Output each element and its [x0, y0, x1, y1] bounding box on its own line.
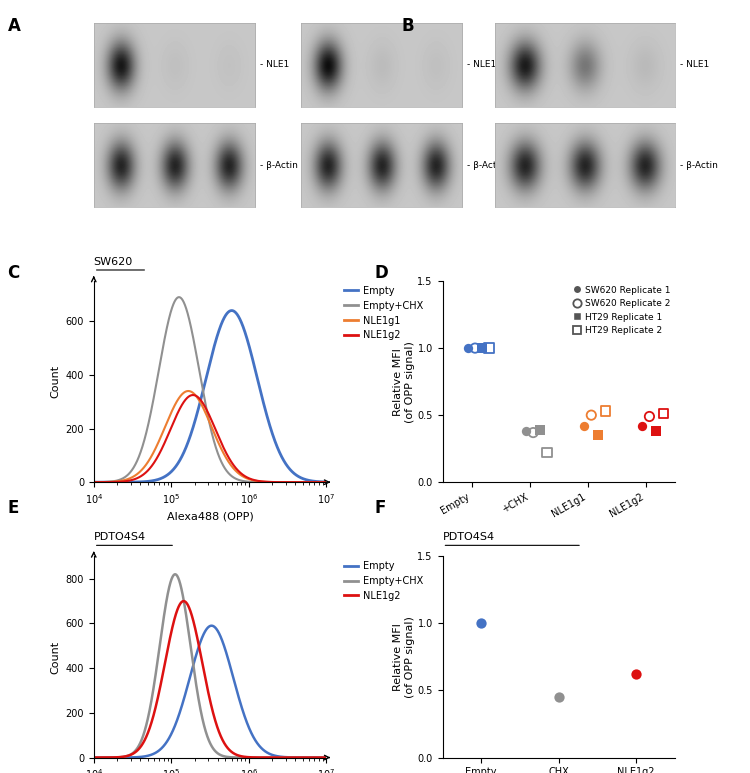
Text: E: E — [8, 499, 19, 516]
Text: - NLE1: - NLE1 — [680, 60, 709, 70]
Point — [599, 405, 611, 417]
Point — [520, 425, 532, 438]
Point — [637, 420, 649, 432]
X-axis label: Alexa488 (OPP): Alexa488 (OPP) — [166, 511, 254, 521]
Point — [541, 447, 553, 459]
Text: - NLE1: - NLE1 — [466, 60, 496, 70]
Legend: Empty, Empty+CHX, NLE1g1, NLE1g2: Empty, Empty+CHX, NLE1g1, NLE1g2 — [340, 282, 427, 344]
Text: - NLE1: - NLE1 — [260, 60, 289, 70]
Text: PDTO4S4: PDTO4S4 — [94, 533, 146, 543]
Point — [483, 342, 495, 354]
Point — [462, 342, 474, 354]
Point — [657, 407, 669, 420]
Y-axis label: Relative MFI
(of OPP signal): Relative MFI (of OPP signal) — [393, 616, 415, 698]
Y-axis label: Count: Count — [50, 365, 60, 398]
Point — [469, 342, 481, 354]
Point — [527, 427, 539, 439]
Text: SW620: SW620 — [94, 257, 133, 267]
Text: PDTO4S4: PDTO4S4 — [442, 533, 495, 543]
Text: - β-Actin: - β-Actin — [260, 161, 298, 169]
Point — [644, 410, 656, 423]
Text: A: A — [8, 17, 20, 35]
Text: D: D — [375, 264, 388, 282]
Text: - β-Actin: - β-Actin — [680, 161, 718, 169]
Y-axis label: Count: Count — [50, 640, 60, 673]
Point — [650, 425, 662, 438]
Point — [578, 420, 590, 432]
Text: B: B — [401, 17, 414, 35]
Text: - β-Actin: - β-Actin — [466, 161, 505, 169]
Point — [476, 618, 488, 630]
Point — [476, 342, 488, 354]
Y-axis label: Relative MFI
(of OPP signal): Relative MFI (of OPP signal) — [393, 341, 415, 423]
Legend: Empty, Empty+CHX, NLE1g2: Empty, Empty+CHX, NLE1g2 — [340, 557, 427, 604]
Text: C: C — [8, 264, 20, 282]
Point — [630, 668, 642, 680]
Point — [592, 429, 604, 441]
Legend: SW620 Replicate 1, SW620 Replicate 2, HT29 Replicate 1, HT29 Replicate 2: SW620 Replicate 1, SW620 Replicate 2, HT… — [572, 285, 670, 335]
Text: F: F — [375, 499, 386, 516]
Point — [534, 424, 546, 436]
Point — [553, 691, 565, 703]
Point — [585, 409, 597, 421]
